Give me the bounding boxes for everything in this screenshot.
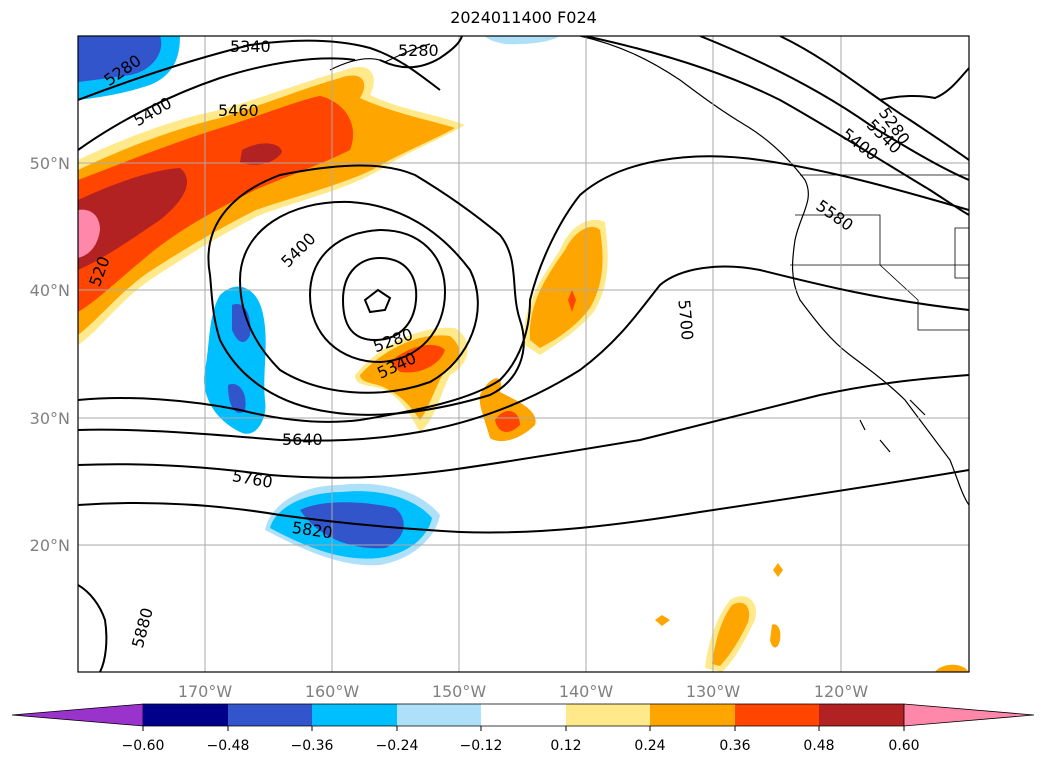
state-borders <box>790 174 969 331</box>
colorbar-tick-label: −0.36 <box>291 738 334 754</box>
longitude-labels: 170°W 160°W 150°W 140°W 130°W 120°W <box>178 682 869 701</box>
colorbar-tick-label: 0.60 <box>888 738 919 754</box>
colorbar: −0.60 −0.48 −0.36 −0.24 −0.12 0.12 0.24 … <box>11 703 1035 754</box>
lon-label: 150°W <box>432 682 487 701</box>
lon-label: 130°W <box>686 682 741 701</box>
lon-label: 140°W <box>559 682 614 701</box>
lon-label: 120°W <box>814 682 869 701</box>
colorbar-segment <box>650 704 735 726</box>
colorbar-tick-label: 0.36 <box>719 738 750 754</box>
colorbar-segment <box>143 704 228 726</box>
latitude-labels: 50°N 40°N 30°N 20°N <box>30 154 70 555</box>
colorbar-tick-label: 0.48 <box>803 738 834 754</box>
contour-label: 5340 <box>230 37 271 56</box>
contour-label: 5280 <box>398 41 439 60</box>
low-center-anomaly <box>355 327 468 432</box>
colorbar-segment <box>481 704 566 726</box>
colorbar-segment <box>566 704 650 726</box>
lat-label: 20°N <box>30 536 70 555</box>
colorbar-tick-label: −0.24 <box>376 738 419 754</box>
graticule <box>78 36 969 672</box>
southern-anomalies <box>655 563 969 672</box>
colorbar-tick-label: −0.48 <box>207 738 250 754</box>
colorbar-tick-label: 0.12 <box>550 738 581 754</box>
colorbar-tick-label: 0.24 <box>634 738 665 754</box>
colorbar-segment <box>397 704 481 726</box>
contour-label: 5700 <box>674 299 696 341</box>
colorbar-segment <box>228 704 312 726</box>
lon-label: 160°W <box>305 682 360 701</box>
colorbar-segment <box>819 704 904 726</box>
colorbar-segment <box>735 704 819 726</box>
lat-label: 50°N <box>30 154 70 173</box>
map-border <box>77 35 970 673</box>
contour-label: 5460 <box>218 101 259 120</box>
colorbar-segment <box>312 704 397 726</box>
colorbar-ticks <box>142 726 905 731</box>
lat-label: 30°N <box>30 409 70 428</box>
colorbar-extend-high <box>903 703 1035 727</box>
positive-anomaly-band <box>78 66 465 345</box>
contour-label: 5640 <box>282 430 323 449</box>
lat-label: 40°N <box>30 281 70 300</box>
colorbar-extend-low <box>11 703 144 727</box>
colorbar-tick-label: −0.12 <box>460 738 503 754</box>
height-contours <box>78 36 969 672</box>
colorbar-tick-label: −0.60 <box>122 738 165 754</box>
map-title: 2024011400 F024 <box>450 8 597 27</box>
lon-label: 170°W <box>178 682 233 701</box>
